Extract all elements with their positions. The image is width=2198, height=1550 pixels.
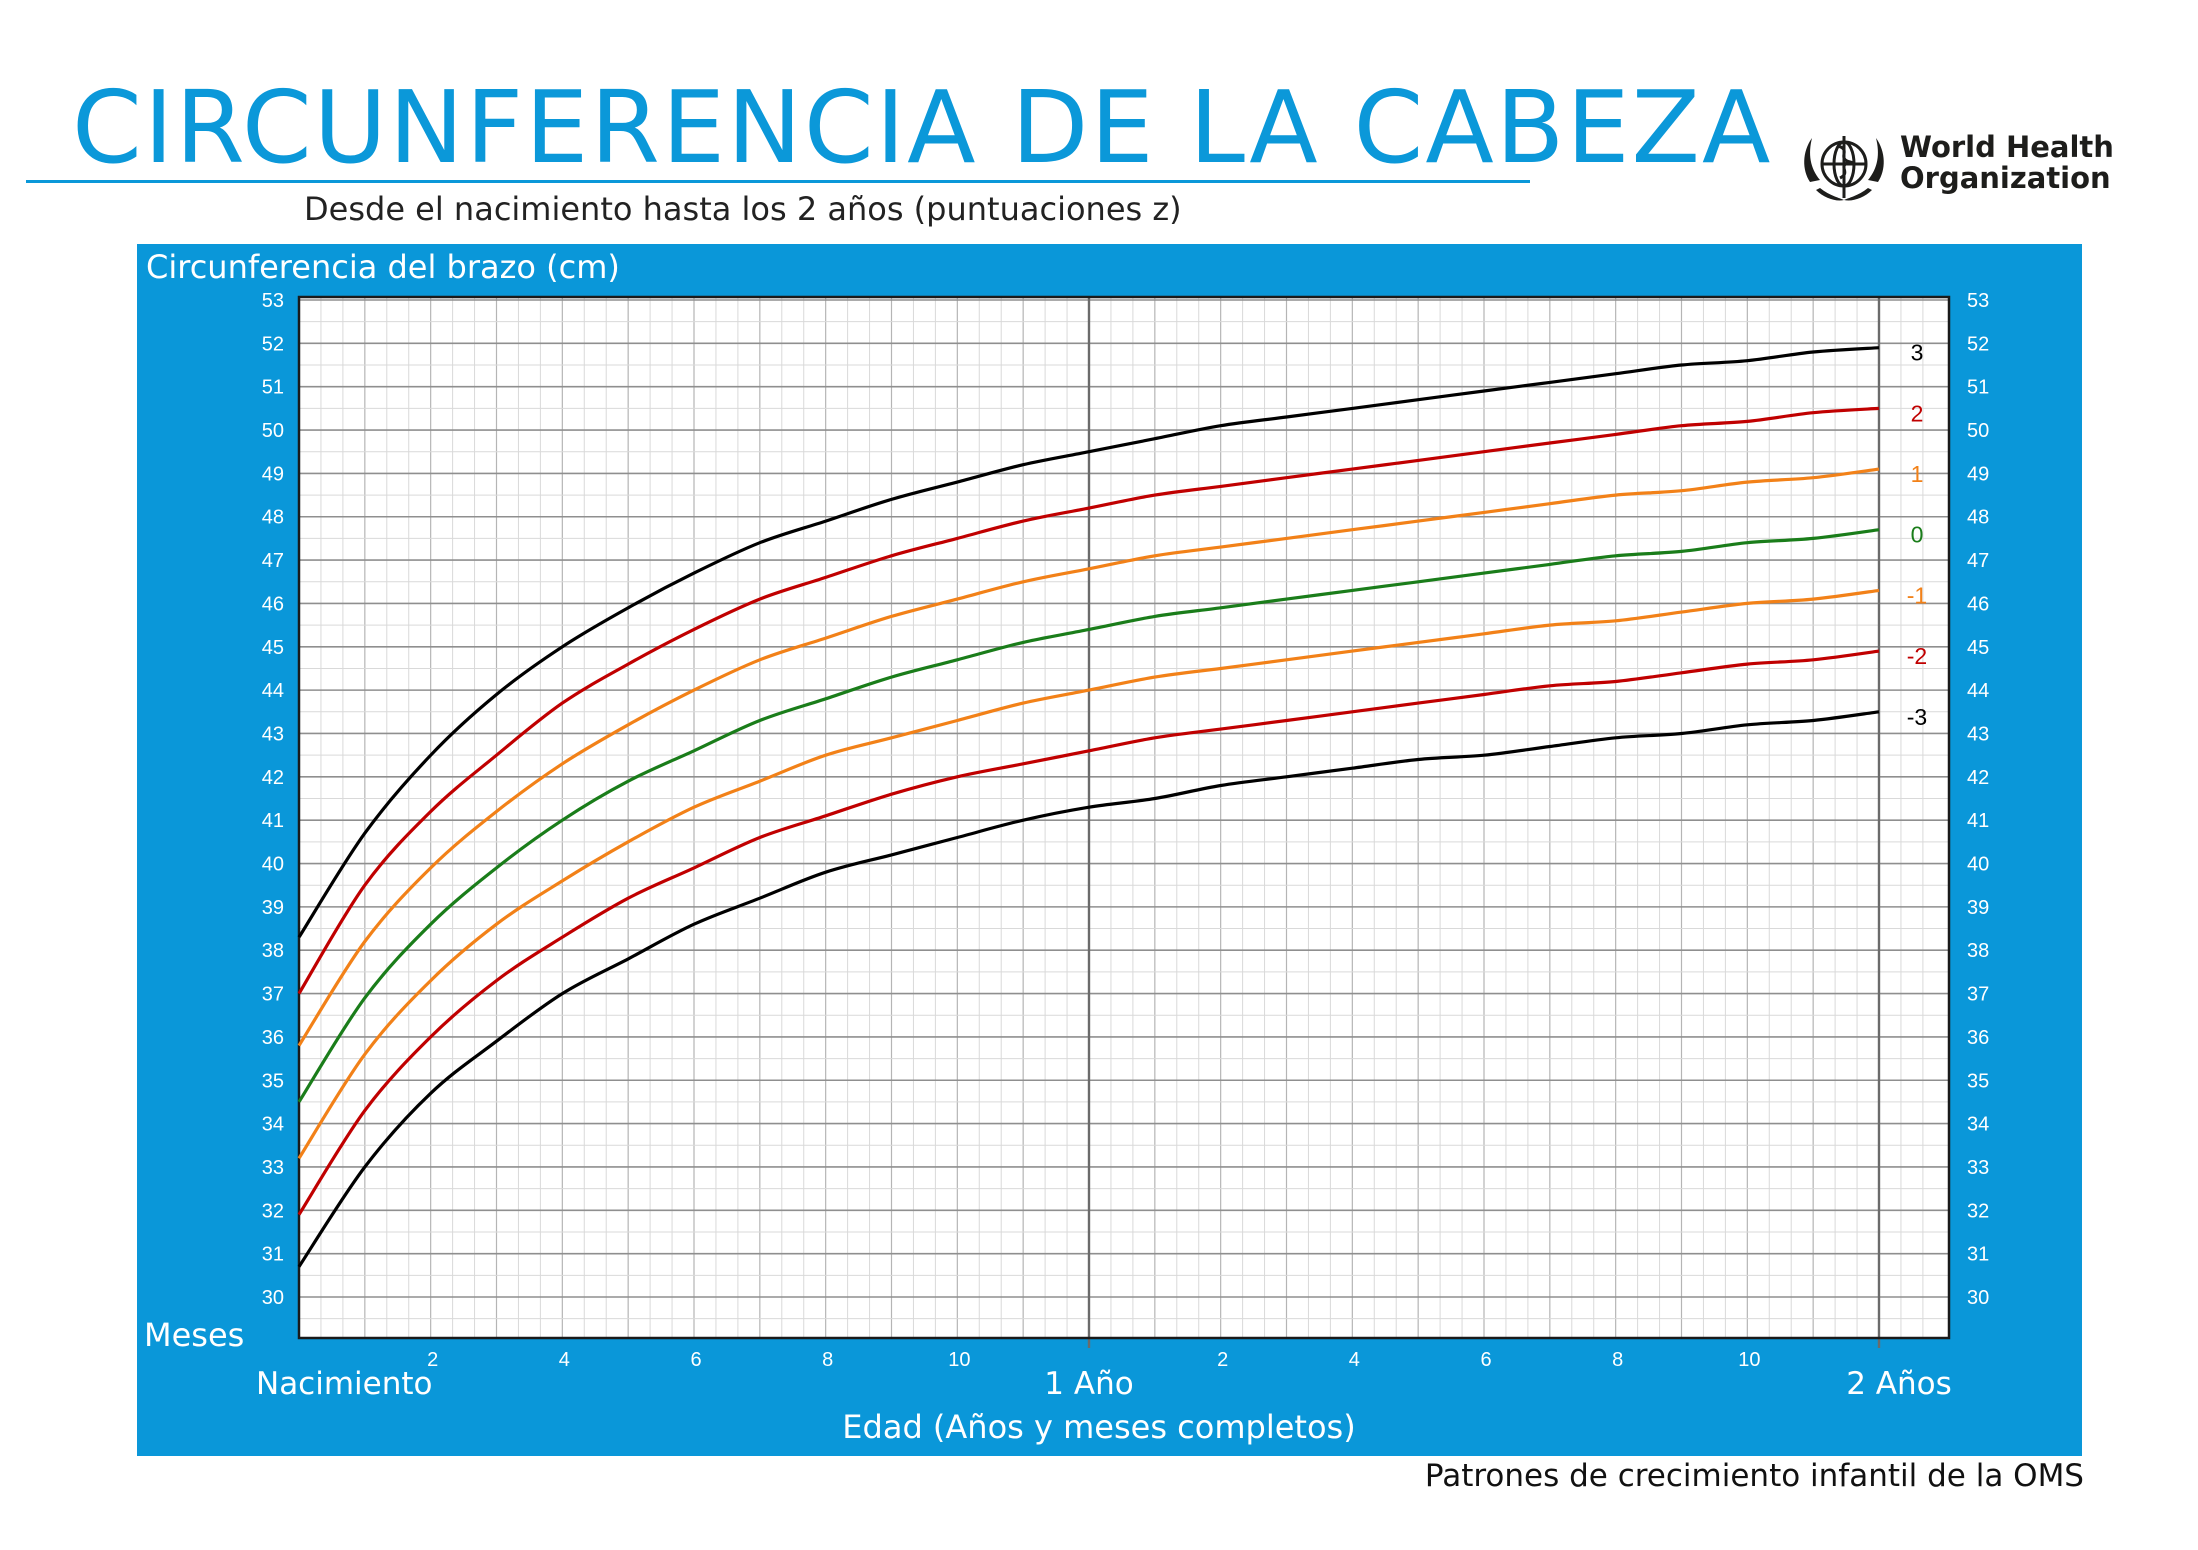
y-tick-label-left: 47: [262, 550, 284, 572]
y-tick-label-left: 46: [262, 593, 284, 615]
y-tick-label-left: 52: [262, 333, 284, 355]
y-tick-label-left: 38: [262, 940, 284, 962]
x-tick-label: 4: [1349, 1349, 1360, 1371]
x-major-label: 2 Años: [1846, 1366, 1952, 1402]
y-tick-label-right: 34: [1967, 1114, 1989, 1136]
who-emblem-icon: [1804, 136, 1884, 201]
y-tick-label-right: 51: [1967, 377, 1989, 399]
y-tick-label-left: 30: [262, 1287, 284, 1309]
series-label-z1: 1: [1911, 461, 1924, 487]
y-tick-label-right: 44: [1967, 680, 1989, 702]
y-tick-label-right: 36: [1967, 1027, 1989, 1049]
x-tick-label: 10: [948, 1349, 970, 1371]
y-axis-label: Circunferencia del brazo (cm): [146, 248, 620, 286]
y-tick-label-right: 46: [1967, 593, 1989, 615]
series-label-z-1: -1: [1907, 582, 1927, 608]
series-label-z-2: -2: [1907, 643, 1927, 669]
y-tick-label-left: 50: [262, 420, 284, 442]
footer-source: Patrones de crecimiento infantil de la O…: [1424, 1458, 2084, 1494]
y-tick-label-right: 39: [1967, 897, 1989, 919]
y-tick-label-right: 49: [1967, 463, 1989, 485]
y-tick-label-left: 34: [262, 1114, 284, 1136]
plot-border: [297, 295, 1951, 1340]
y-tick-label-right: 42: [1967, 767, 1989, 789]
series-line-z-2: [297, 649, 1880, 1216]
series-line-z3: [297, 346, 1880, 939]
y-tick-label-left: 51: [262, 377, 284, 399]
y-tick-label-left: 39: [262, 897, 284, 919]
series-line-z1: [297, 467, 1880, 1047]
y-tick-label-right: 40: [1967, 854, 1989, 876]
y-tick-label-left: 53: [262, 290, 284, 312]
y-tick-label-left: 49: [262, 463, 284, 485]
x-tick-label: 2: [427, 1349, 438, 1371]
y-tick-label-right: 33: [1967, 1157, 1989, 1179]
y-tick-label-left: 31: [262, 1244, 284, 1266]
x-major-label: 1 Año: [1044, 1366, 1133, 1402]
y-tick-label-right: 31: [1967, 1244, 1989, 1266]
y-tick-label-left: 35: [262, 1070, 284, 1092]
series-line-z2: [297, 406, 1880, 995]
series-label-z0: 0: [1911, 522, 1924, 548]
y-tick-label-right: 32: [1967, 1200, 1989, 1222]
x-tick-label: 10: [1738, 1349, 1760, 1371]
page-title: CIRCUNFERENCIA DE LA CABEZA: [72, 69, 1773, 186]
y-tick-label-left: 45: [262, 637, 284, 659]
y-tick-label-left: 37: [262, 984, 284, 1006]
y-tick-label-right: 53: [1967, 290, 1989, 312]
y-tick-label-right: 35: [1967, 1070, 1989, 1092]
y-tick-label-right: 30: [1967, 1287, 1989, 1309]
y-tick-label-right: 41: [1967, 810, 1989, 832]
x-tick-label: 6: [1480, 1349, 1491, 1371]
x-tick-label: 2: [1217, 1349, 1228, 1371]
page-subtitle: Desde el nacimiento hasta los 2 años (pu…: [304, 190, 1182, 228]
y-tick-label-right: 50: [1967, 420, 1989, 442]
series-line-z-1: [297, 588, 1880, 1160]
x-tick-label: 8: [822, 1349, 833, 1371]
x-tick-label: 8: [1612, 1349, 1623, 1371]
x-unit-label: Meses: [144, 1316, 245, 1354]
x-major-label: Nacimiento: [256, 1366, 433, 1402]
y-tick-label-right: 37: [1967, 984, 1989, 1006]
x-tick-label: 4: [559, 1349, 570, 1371]
y-tick-label-right: 47: [1967, 550, 1989, 572]
y-tick-label-right: 52: [1967, 333, 1989, 355]
who-logo-line1: World Health: [1900, 130, 2114, 164]
y-tick-label-left: 32: [262, 1200, 284, 1222]
y-tick-label-left: 42: [262, 767, 284, 789]
who-logo: World Health Organization: [1796, 122, 2114, 212]
y-tick-label-left: 36: [262, 1027, 284, 1049]
plot-area: [299, 297, 1949, 1338]
series-label-z-3: -3: [1907, 704, 1927, 730]
y-tick-label-left: 41: [262, 810, 284, 832]
y-tick-label-left: 44: [262, 680, 284, 702]
who-logo-text: World Health Organization: [1900, 132, 2114, 194]
y-tick-label-right: 48: [1967, 507, 1989, 529]
title-underline: [26, 180, 1530, 183]
y-tick-label-right: 38: [1967, 940, 1989, 962]
y-tick-label-left: 48: [262, 507, 284, 529]
y-tick-label-right: 43: [1967, 723, 1989, 745]
series-line-z-3: [297, 710, 1880, 1268]
y-tick-label-left: 43: [262, 723, 284, 745]
y-tick-label-left: 33: [262, 1157, 284, 1179]
x-axis-label: Edad (Años y meses completos): [842, 1408, 1356, 1446]
y-tick-label-left: 40: [262, 854, 284, 876]
y-tick-label-right: 45: [1967, 637, 1989, 659]
series-line-z0: [297, 528, 1880, 1103]
series-label-z3: 3: [1911, 340, 1924, 366]
x-tick-label: 6: [690, 1349, 701, 1371]
series-label-z2: 2: [1911, 400, 1924, 426]
who-logo-line2: Organization: [1900, 161, 2111, 195]
